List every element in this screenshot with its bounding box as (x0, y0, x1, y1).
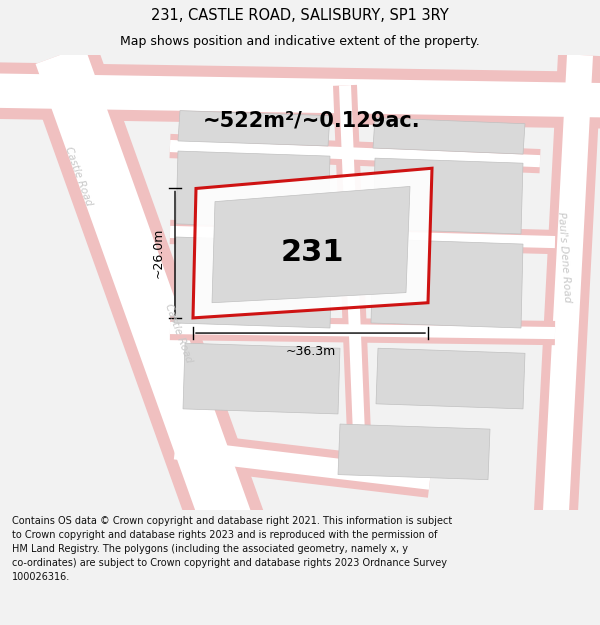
Polygon shape (193, 168, 432, 318)
Polygon shape (338, 424, 490, 479)
Polygon shape (376, 348, 525, 409)
Polygon shape (339, 85, 366, 460)
Polygon shape (176, 151, 330, 229)
Polygon shape (170, 220, 556, 254)
Polygon shape (178, 111, 330, 146)
Text: Contains OS data © Crown copyright and database right 2021. This information is : Contains OS data © Crown copyright and d… (12, 516, 452, 582)
Polygon shape (212, 186, 410, 302)
Polygon shape (174, 439, 431, 490)
Polygon shape (170, 140, 540, 168)
Text: Castle Road: Castle Road (62, 146, 94, 208)
Text: 231, CASTLE ROAD, SALISBURY, SP1 3RY: 231, CASTLE ROAD, SALISBURY, SP1 3RY (151, 8, 449, 23)
Text: ~26.0m: ~26.0m (152, 228, 165, 278)
Polygon shape (0, 73, 600, 118)
Polygon shape (170, 226, 555, 248)
Polygon shape (24, 42, 266, 543)
Text: ~36.3m: ~36.3m (286, 345, 335, 358)
Polygon shape (173, 431, 432, 498)
Polygon shape (373, 158, 523, 234)
Text: 231: 231 (280, 238, 344, 267)
Polygon shape (170, 316, 555, 345)
Polygon shape (170, 322, 555, 339)
Polygon shape (174, 237, 332, 328)
Polygon shape (35, 46, 254, 539)
Polygon shape (0, 62, 600, 129)
Polygon shape (183, 343, 340, 414)
Polygon shape (170, 134, 541, 173)
Polygon shape (371, 239, 523, 328)
Text: Castle Road: Castle Road (163, 302, 193, 364)
Polygon shape (333, 85, 372, 460)
Text: ~522m²/~0.129ac.: ~522m²/~0.129ac. (203, 111, 421, 131)
Text: Map shows position and indicative extent of the property.: Map shows position and indicative extent… (120, 35, 480, 48)
Text: Paul's Dene Road: Paul's Dene Road (556, 211, 572, 303)
Polygon shape (533, 54, 600, 531)
Polygon shape (542, 54, 593, 531)
Polygon shape (373, 118, 525, 154)
